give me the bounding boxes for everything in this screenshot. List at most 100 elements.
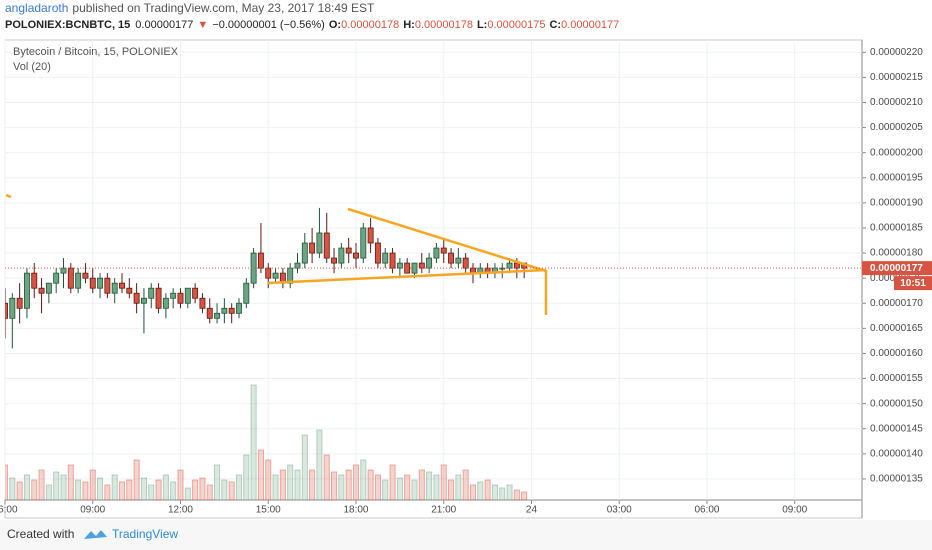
candle-body	[148, 287, 155, 299]
x-tick-label: 06:00	[694, 505, 719, 516]
candle-body	[236, 302, 242, 314]
candle-body	[367, 227, 374, 244]
volume-bar	[426, 471, 433, 500]
volume-bar	[250, 384, 257, 500]
volume-bar	[60, 474, 67, 500]
y-tick-label: 0.00000155	[870, 373, 923, 384]
volume-bar	[111, 474, 118, 500]
volume-bar	[199, 477, 206, 500]
header-line: angladaroth published on TradingView.com,…	[5, 1, 375, 15]
y-tick-label: 0.00000205	[870, 122, 923, 133]
volume-bar	[75, 479, 82, 500]
candle-body	[38, 287, 45, 294]
volume-bar	[506, 484, 513, 500]
volume-bar	[440, 464, 447, 500]
y-tick-label: 0.00000150	[870, 398, 923, 409]
candle-body	[67, 267, 74, 289]
candle-body	[16, 297, 23, 309]
volume-bar	[155, 479, 162, 500]
volume-bar	[89, 469, 96, 500]
volume-bar	[513, 489, 520, 500]
volume-bar	[301, 434, 308, 500]
candle-body	[506, 262, 513, 269]
candle-body	[192, 287, 199, 299]
volume-bar	[53, 471, 60, 500]
y-tick-label: 0.00000215	[870, 72, 923, 83]
candle-body	[448, 252, 455, 264]
candle-body	[338, 247, 345, 264]
volume-bar	[462, 469, 469, 500]
countdown-box	[894, 276, 932, 291]
candle-body	[309, 242, 316, 254]
candle-body	[513, 262, 520, 269]
y-tick-label: 0.00000180	[870, 248, 923, 259]
candle-body	[426, 257, 433, 269]
candle-body	[272, 272, 279, 279]
volume-bar	[418, 469, 425, 500]
y-tick-label: 0.00000145	[870, 423, 923, 434]
drawing-marker	[5, 193, 12, 199]
x-tick-label: 18:00	[343, 505, 368, 516]
volume-bar	[396, 477, 403, 500]
candle-body	[53, 272, 60, 284]
volume-bar	[367, 469, 374, 500]
candle-body	[374, 242, 381, 264]
countdown-label: 10:51	[900, 278, 926, 289]
chart-title: Bytecoin / Bitcoin, 15, POLONIEX	[13, 46, 179, 58]
candle-body	[97, 277, 104, 289]
volume-bar	[323, 454, 330, 500]
candle-body	[162, 297, 169, 309]
open-value: 0.00000178	[341, 19, 399, 31]
candle-body	[316, 232, 323, 254]
author[interactable]: angladaroth	[5, 1, 68, 15]
volume-bar	[213, 464, 221, 500]
high-label: H:	[403, 19, 415, 31]
candle-body	[45, 282, 52, 294]
volume-bars	[5, 384, 528, 500]
volume-bar	[338, 474, 345, 500]
volume-bar	[9, 477, 16, 500]
close-value: 0.00000177	[561, 19, 619, 31]
low-value: 0.00000175	[487, 19, 545, 31]
volume-bar	[235, 474, 243, 500]
x-tick-label: 12:00	[168, 505, 193, 516]
candle-body	[111, 282, 118, 294]
volume-bar	[5, 464, 9, 500]
x-tick-label: 09:00	[782, 505, 807, 516]
volume-bar	[309, 469, 316, 500]
symbol-line: POLONIEX:BCNBTC, 15 0.00000177 ▼ −0.0000000…	[5, 19, 619, 31]
volume-bar	[140, 477, 147, 500]
volume-bar	[352, 464, 360, 500]
candle-body	[499, 267, 506, 270]
volume-bar	[433, 474, 440, 500]
candle-body	[140, 297, 147, 304]
axes: 0.00000135 0.00000140 0.00000145 0.00000150…	[0, 47, 932, 516]
x-tick-label: 09:00	[80, 505, 105, 516]
candle-body	[89, 277, 96, 289]
candle-body	[323, 232, 330, 259]
candle-body	[257, 252, 264, 269]
brand-link[interactable]: TradingView	[112, 527, 178, 541]
last-price-label: 0.00000177	[870, 263, 923, 274]
candle-body	[462, 257, 469, 269]
candle-body	[214, 312, 221, 319]
candle-body	[440, 247, 447, 254]
volume-bar	[177, 469, 184, 500]
volume-bar	[469, 484, 477, 500]
y-tick-label: 0.00000185	[870, 223, 923, 234]
volume-bar	[221, 479, 228, 500]
brand-logo[interactable]	[84, 530, 107, 539]
volume-bar	[148, 484, 155, 500]
candle-body	[60, 267, 67, 274]
symbol: POLONIEX:BCNBTC, 15	[5, 19, 130, 31]
volume-bar	[521, 491, 528, 500]
footer-bar	[0, 520, 932, 550]
x-tick-label: 21:00	[431, 505, 456, 516]
volume-bar	[97, 477, 104, 500]
volume-bar	[265, 459, 272, 500]
candle-body	[199, 297, 206, 309]
candle-body	[433, 247, 440, 259]
y-tick-label: 0.00000200	[870, 147, 923, 158]
